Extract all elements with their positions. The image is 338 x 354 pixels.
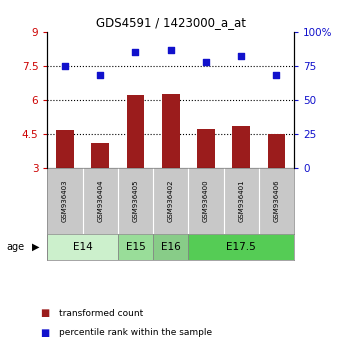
Bar bbox=[233, 126, 250, 167]
Text: ■: ■ bbox=[41, 308, 50, 318]
Text: GSM936406: GSM936406 bbox=[273, 179, 280, 222]
Text: transformed count: transformed count bbox=[59, 309, 143, 318]
Bar bbox=[56, 130, 74, 167]
Text: GSM936400: GSM936400 bbox=[203, 179, 209, 222]
Point bbox=[168, 47, 173, 52]
Bar bbox=[127, 95, 144, 167]
Text: E14: E14 bbox=[73, 242, 93, 252]
Text: E15: E15 bbox=[125, 242, 145, 252]
Text: GSM936403: GSM936403 bbox=[62, 179, 68, 222]
Point bbox=[97, 73, 103, 78]
Point bbox=[239, 53, 244, 59]
Text: percentile rank within the sample: percentile rank within the sample bbox=[59, 328, 212, 337]
Text: ■: ■ bbox=[41, 328, 50, 338]
Bar bbox=[153, 234, 188, 259]
Bar bbox=[91, 143, 109, 167]
Text: age: age bbox=[7, 242, 25, 252]
Bar bbox=[188, 234, 294, 259]
Bar bbox=[118, 234, 153, 259]
Point bbox=[62, 63, 68, 69]
Bar bbox=[162, 94, 179, 167]
Point bbox=[203, 59, 209, 64]
Text: GSM936405: GSM936405 bbox=[132, 179, 139, 222]
Point bbox=[274, 73, 279, 78]
Bar bbox=[197, 129, 215, 167]
Text: GSM936401: GSM936401 bbox=[238, 179, 244, 222]
Point bbox=[133, 50, 138, 55]
Text: E16: E16 bbox=[161, 242, 180, 252]
Text: GSM936404: GSM936404 bbox=[97, 179, 103, 222]
Bar bbox=[268, 134, 285, 167]
Text: ▶: ▶ bbox=[32, 242, 40, 252]
Text: E17.5: E17.5 bbox=[226, 242, 256, 252]
Title: GDS4591 / 1423000_a_at: GDS4591 / 1423000_a_at bbox=[96, 16, 246, 29]
Bar bbox=[47, 234, 118, 259]
Text: GSM936402: GSM936402 bbox=[168, 179, 174, 222]
